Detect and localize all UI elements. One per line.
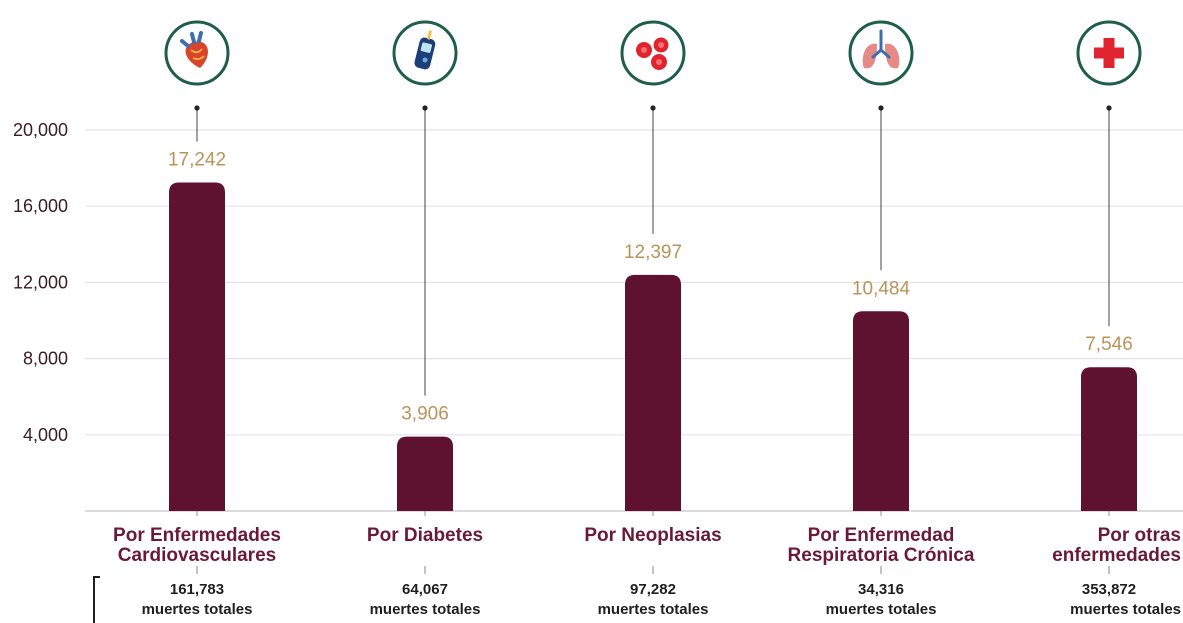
connector-dot [194,105,200,111]
connector-dot [878,105,884,111]
data-label: 10,484 [852,278,911,299]
y-tick-label: 8,000 [23,349,68,369]
bar [169,182,225,511]
category-label: Por Enfermedades [113,525,281,546]
bar [625,274,681,511]
category-label: Por Enfermedad [808,525,955,546]
bars [169,182,1137,511]
data-label: 17,242 [168,150,226,171]
bar [853,311,909,511]
glucometer-icon [392,20,458,86]
bar [1081,367,1137,511]
category-icons [164,20,1142,86]
y-tick-label: 4,000 [23,425,68,445]
category-label: enfermedades [1052,545,1181,566]
total-label: muertes totales [370,601,481,618]
connector-dot [1106,105,1112,111]
lungs-icon [848,20,914,86]
total-label: muertes totales [598,601,709,618]
bar [397,436,453,511]
total-value: 34,316 [858,581,904,598]
value-labels: 17,242 3,906 12,397 10,484 7,546 [168,150,1133,425]
total-value: 64,067 [402,581,448,598]
heart-icon [164,20,230,86]
total-value: 353,872 [1082,581,1136,598]
data-label: 12,397 [624,242,682,263]
data-label: 7,546 [1085,334,1133,355]
category-label: Por Neoplasias [584,525,721,546]
y-tick-label: 12,000 [13,272,68,292]
total-label: muertes totales [826,601,937,618]
cells-icon [620,20,686,86]
category-label: Por otras [1098,525,1181,546]
y-tick-label: 20,000 [13,120,68,140]
connector-dot [422,105,428,111]
totals-bracket [93,576,100,623]
totals: 161,783 muertes totales 64,067 muertes tota… [142,566,1181,618]
total-value: 97,282 [630,581,676,598]
category-label: Cardiovasculares [118,545,276,566]
category-label: Respiratoria Crónica [788,545,975,566]
total-label: muertes totales [142,601,253,618]
medical-cross-icon [1076,20,1142,86]
connector-dot [650,105,656,111]
y-axis-ticks: 4,000 8,000 12,000 16,000 20,000 [13,120,68,445]
y-tick-label: 16,000 [13,196,68,216]
data-label: 3,906 [401,404,449,425]
total-value: 161,783 [170,581,224,598]
category-label: Por Diabetes [367,525,483,546]
connector-lines [194,105,1112,516]
total-label: muertes totales [1070,601,1181,618]
